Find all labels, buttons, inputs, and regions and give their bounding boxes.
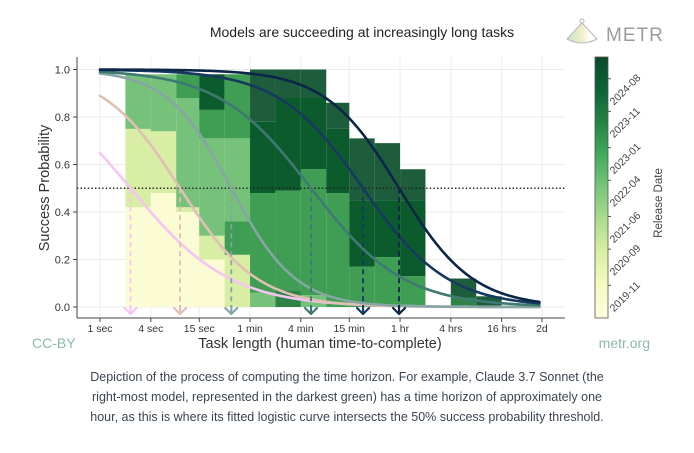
x-tick-label: 15 sec: [184, 323, 215, 335]
logistic-curves: [98, 68, 541, 309]
histogram-bar-segment: [150, 193, 177, 307]
chart: Models are succeeding at increasingly lo…: [32, 18, 665, 352]
logistic-curve: [98, 68, 541, 304]
histogram-bar-segment: [275, 98, 301, 191]
colorbar-gradient: [594, 56, 609, 319]
x-tick-label: 4 hrs: [439, 323, 462, 335]
y-tick-label: 0.6: [55, 160, 70, 172]
metr-logo: METR: [566, 18, 664, 46]
caption-line: Depiction of the process of computing th…: [90, 370, 604, 384]
chart-title: Models are succeeding at increasingly lo…: [210, 24, 514, 40]
y-tick-label: 0.8: [55, 112, 70, 124]
x-tick-label: 15 min: [334, 323, 366, 335]
histogram: [125, 69, 502, 307]
histogram-bar-segment: [275, 190, 301, 291]
histogram-bar-segment: [450, 297, 477, 307]
histogram-bar-segment: [224, 74, 251, 139]
histogram-bar-segment: [125, 128, 151, 208]
x-tick-label: 1 sec: [87, 323, 112, 335]
y-tick-label: 0.0: [55, 302, 70, 314]
histogram-bar-segment: [349, 138, 375, 201]
y-axis-label: Success Probability: [37, 124, 53, 251]
histogram-bar-segment: [224, 221, 251, 255]
histogram-bar-segment: [400, 200, 426, 277]
colorbar-tick-label: 2022-04: [608, 174, 644, 210]
colorbar-tick-label: 2019-11: [608, 279, 643, 314]
figure-caption: Depiction of the process of computing th…: [0, 367, 694, 427]
time-horizon-arrow-icon: [355, 304, 371, 316]
histogram-bar-segment: [199, 259, 225, 307]
time-horizon-arrow-icon: [303, 304, 319, 316]
site-link[interactable]: metr.org: [599, 335, 650, 351]
colorbar-tick-label: 2024-08: [608, 72, 644, 108]
histogram-bar-segment: [326, 102, 350, 129]
histogram-bar-segment: [400, 276, 426, 307]
time-horizon-markers: [123, 188, 407, 316]
time-horizon-arrow-icon: [123, 304, 138, 316]
histogram-bar-segment: [250, 69, 276, 122]
histogram-bar-segment: [326, 128, 350, 193]
time-horizon-arrow-icon: [224, 304, 239, 316]
caption-line: hour, as this is where its fitted logist…: [90, 410, 604, 424]
colorbar-tick-label: 2023-11: [608, 105, 643, 140]
metr-logo-icon: [566, 18, 598, 44]
brand-name: METR: [606, 25, 664, 46]
colorbar-label: Release Date: [653, 168, 665, 238]
histogram-bar-segment: [199, 109, 225, 139]
histogram-bar-segment: [176, 212, 200, 307]
license-label: CC-BY: [32, 335, 76, 351]
histogram-bar-segment: [250, 292, 276, 307]
x-tick-label: 4 sec: [138, 323, 163, 335]
x-tick-label: 4 min: [288, 323, 314, 335]
histogram-bar-segment: [374, 257, 401, 307]
x-tick-label: 16 hrs: [487, 323, 516, 335]
colorbar: 2019-112020-092021-062022-042023-012023-…: [594, 56, 644, 319]
x-tick-label: 1 hr: [391, 323, 410, 335]
colorbar-tick-label: 2021-06: [608, 210, 644, 246]
logistic-curve: [98, 70, 541, 307]
histogram-bar-segment: [250, 121, 276, 193]
caption-line: right-most model, represented in the dar…: [92, 390, 602, 404]
histogram-bar-segment: [326, 193, 350, 307]
logistic-curve: [98, 72, 541, 309]
logistic-curve: [98, 68, 541, 305]
y-tick-label: 0.2: [55, 255, 70, 267]
x-tick-label: 1 min: [237, 323, 263, 335]
colorbar-tick-label: 2020-09: [608, 242, 644, 278]
histogram-bar-segment: [349, 266, 375, 307]
y-tick-label: 1.0: [55, 65, 70, 77]
time-horizon-arrow-icon: [391, 304, 407, 316]
histogram-bar-segment: [300, 69, 327, 98]
histogram-bar-segment: [224, 138, 251, 222]
histogram-bar-segment: [199, 74, 225, 110]
axes: 1 sec 4 sec 15 sec 1 min 4 min 15 min 1 hr 4 hr…: [55, 57, 565, 335]
x-axis-label: Task length (human time-to-complete): [198, 336, 441, 352]
time-horizon-arrow-icon: [173, 304, 188, 316]
colorbar-tick-label: 2023-01: [608, 141, 644, 177]
x-tick-label: 2d: [536, 323, 548, 335]
histogram-bar-segment: [176, 207, 200, 212]
y-tick-label: 0.4: [55, 207, 70, 219]
histogram-bar-segment: [125, 207, 151, 307]
